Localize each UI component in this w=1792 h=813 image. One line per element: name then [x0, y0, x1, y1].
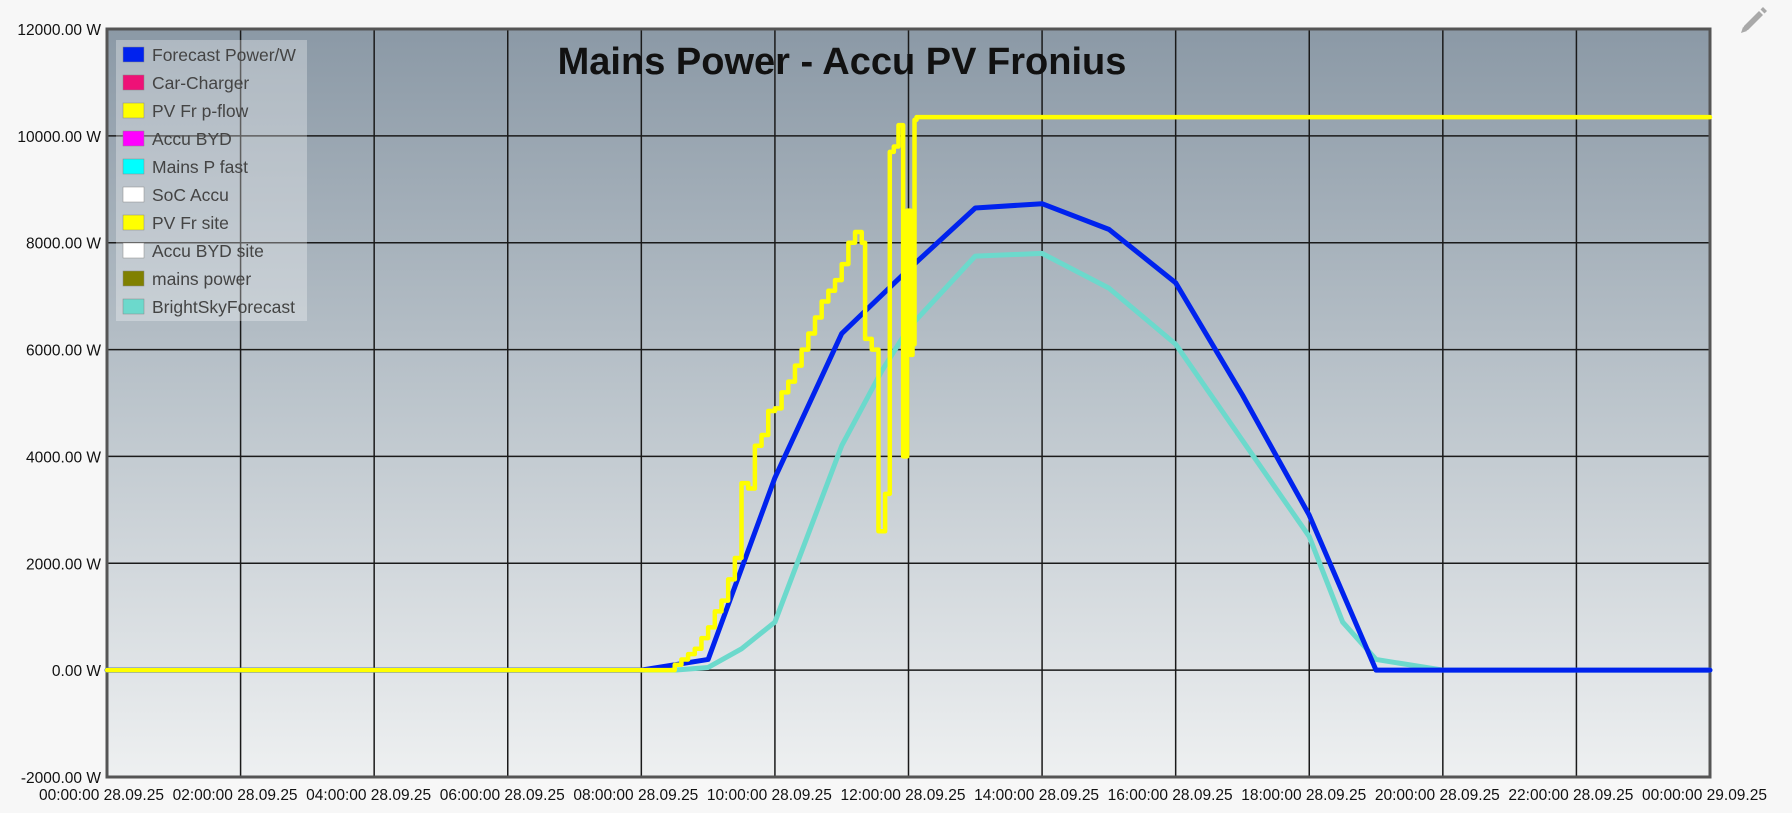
legend-swatch	[123, 131, 144, 146]
x-tick-label: 12:00:00 28.09.25	[841, 787, 966, 804]
x-tick-label: 06:00:00 28.09.25	[440, 787, 565, 804]
legend: Forecast Power/W Car-Charger PV Fr p-flow A…	[116, 40, 307, 321]
x-tick-label: 16:00:00 28.09.25	[1108, 787, 1233, 804]
legend-label: Car-Charger	[152, 73, 249, 93]
y-tick-label: 2000.00 W	[26, 556, 101, 573]
x-tick-label: 10:00:00 28.09.25	[707, 787, 832, 804]
x-tick-label: 00:00:00 29.09.25	[1642, 787, 1767, 804]
legend-swatch	[123, 103, 144, 118]
x-tick-label: 08:00:00 28.09.25	[573, 787, 698, 804]
legend-swatch	[123, 271, 144, 286]
x-tick-label: 20:00:00 28.09.25	[1375, 787, 1500, 804]
y-tick-label: 8000.00 W	[26, 236, 101, 253]
y-tick-label: 6000.00 W	[26, 343, 101, 360]
x-tick-label: 00:00:00 28.09.25	[39, 787, 164, 804]
x-tick-label: 18:00:00 28.09.25	[1241, 787, 1366, 804]
legend-label: Accu BYD	[152, 129, 232, 149]
legend-swatch	[123, 243, 144, 258]
legend-swatch	[123, 215, 144, 230]
legend-swatch	[123, 187, 144, 202]
y-axis-tick-labels: -2000.00 W 0.00 W 2000.00 W 4000.00 W 6000.0…	[17, 22, 101, 787]
legend-label: Forecast Power/W	[152, 45, 296, 65]
legend-label: Mains P fast	[152, 157, 248, 177]
legend-swatch	[123, 299, 144, 314]
legend-swatch	[123, 75, 144, 90]
legend-label: SoC Accu	[152, 185, 229, 205]
x-tick-label: 04:00:00 28.09.25	[306, 787, 431, 804]
legend-swatch	[123, 47, 144, 62]
legend-label: PV Fr site	[152, 213, 229, 233]
x-tick-label: 02:00:00 28.09.25	[173, 787, 298, 804]
x-axis-tick-labels: 00:00:00 28.09.25 02:00:00 28.09.25 04:00:…	[39, 787, 1767, 804]
y-tick-label: 4000.00 W	[26, 449, 101, 466]
x-tick-label: 22:00:00 28.09.25	[1508, 787, 1633, 804]
legend-label: mains power	[152, 269, 251, 289]
legend-label: BrightSkyForecast	[152, 297, 295, 317]
y-tick-label: 12000.00 W	[17, 22, 101, 39]
y-tick-label: -2000.00 W	[21, 770, 101, 787]
x-tick-label: 14:00:00 28.09.25	[974, 787, 1099, 804]
y-tick-label: 0.00 W	[52, 663, 101, 680]
legend-label: PV Fr p-flow	[152, 101, 249, 121]
pencil-icon[interactable]	[1741, 7, 1767, 33]
legend-swatch	[123, 159, 144, 174]
chart-title: Mains Power - Accu PV Fronius	[558, 41, 1127, 83]
y-tick-label: 10000.00 W	[17, 129, 101, 146]
legend-label: Accu BYD site	[152, 241, 264, 261]
